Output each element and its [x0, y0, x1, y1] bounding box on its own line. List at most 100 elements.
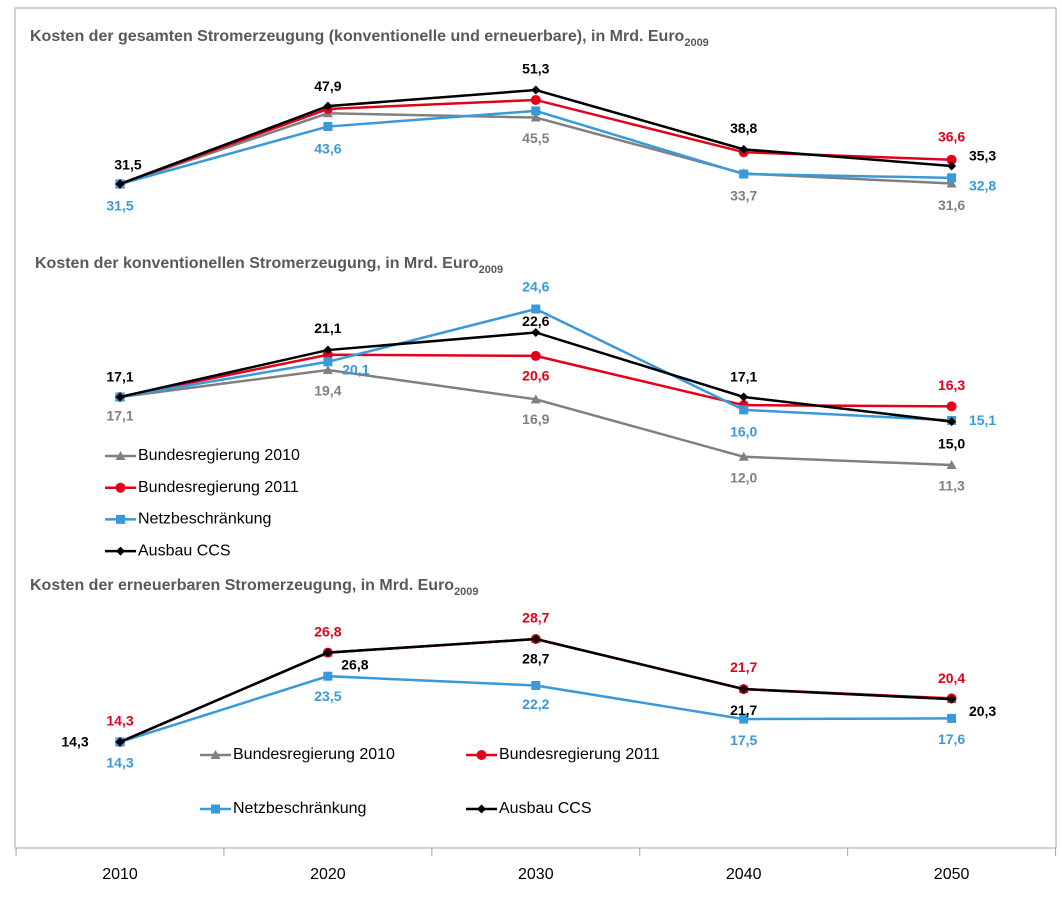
- data-label: 16,0: [730, 424, 757, 440]
- title-text: Kosten der konventionellen Stromerzeugun…: [35, 255, 479, 272]
- data-label: 17,6: [938, 731, 965, 747]
- legend-marker: [115, 451, 126, 460]
- marker: [739, 684, 749, 694]
- data-label: 21,1: [314, 320, 341, 336]
- legend-marker: [116, 514, 125, 524]
- marker: [739, 714, 749, 724]
- marker: [739, 144, 749, 154]
- legend-marker: [115, 482, 126, 493]
- data-label: 19,4: [314, 383, 341, 399]
- marker: [531, 106, 541, 116]
- data-label: 12,0: [730, 469, 757, 485]
- marker: [739, 405, 749, 415]
- marker: [946, 401, 957, 412]
- data-label: 20,6: [522, 368, 549, 384]
- panel-title: Kosten der gesamten Stromerzeugung (konv…: [30, 28, 709, 49]
- data-label: 17,1: [106, 408, 133, 424]
- legend-label: Bundesregierung 2010: [233, 746, 395, 763]
- data-label: 15,1: [969, 412, 996, 428]
- marker: [739, 169, 749, 179]
- data-label: 32,8: [969, 178, 996, 194]
- marker: [115, 737, 125, 747]
- data-label: 21,7: [730, 659, 757, 675]
- marker: [531, 304, 541, 314]
- marker: [946, 460, 957, 469]
- data-label: 16,9: [522, 411, 549, 427]
- x-tick-label: 2020: [310, 866, 346, 883]
- x-tick-label: 2040: [726, 866, 762, 883]
- marker: [530, 350, 541, 361]
- legend-label: Ausbau CCS: [138, 542, 231, 559]
- data-label: 26,8: [314, 623, 341, 639]
- legend-label: Netzbeschränkung: [233, 800, 366, 817]
- panel-title: Kosten der konventionellen Stromerzeugun…: [35, 255, 503, 276]
- title-text: Kosten der erneuerbaren Stromerzeugung, …: [30, 577, 454, 594]
- data-label: 36,6: [938, 128, 965, 144]
- legend-label: Bundesregierung 2010: [138, 447, 300, 464]
- data-label: 14,3: [106, 755, 133, 771]
- legend-marker: [210, 750, 221, 759]
- data-label: 21,7: [730, 702, 757, 718]
- data-label: 31,5: [114, 157, 141, 173]
- marker: [530, 394, 541, 404]
- marker: [322, 364, 333, 374]
- marker: [531, 85, 541, 95]
- data-label: 20,3: [969, 703, 996, 719]
- marker: [947, 417, 957, 427]
- marker: [323, 671, 333, 681]
- marker: [323, 345, 333, 355]
- marker: [323, 101, 333, 111]
- data-label: 14,3: [106, 713, 133, 729]
- data-label: 17,1: [106, 369, 133, 385]
- series-line: [119, 109, 952, 186]
- marker: [115, 179, 125, 189]
- data-label: 16,3: [938, 377, 965, 393]
- marker: [531, 634, 541, 644]
- data-label: 17,1: [730, 369, 757, 385]
- legend-label: Bundesregierung 2011: [138, 479, 299, 496]
- marker: [947, 173, 957, 183]
- legend-marker: [476, 750, 487, 760]
- data-label: 14,3: [61, 734, 88, 750]
- marker: [323, 648, 333, 658]
- title-subscript: 2009: [454, 586, 478, 598]
- marker: [530, 94, 541, 105]
- marker: [322, 349, 333, 360]
- legend-label: Ausbau CCS: [499, 800, 592, 817]
- data-label: 20,1: [342, 361, 369, 377]
- marker: [739, 392, 749, 402]
- title-text: Kosten der gesamten Stromerzeugung (konv…: [30, 28, 685, 45]
- data-label: 47,9: [314, 78, 341, 94]
- marker: [738, 451, 749, 461]
- marker: [323, 357, 333, 367]
- data-label: 28,7: [522, 651, 549, 667]
- data-label: 28,7: [522, 610, 549, 626]
- marker: [947, 161, 957, 171]
- marker: [115, 392, 125, 402]
- marker: [947, 713, 957, 723]
- data-label: 33,7: [730, 187, 757, 203]
- data-label: 35,3: [969, 148, 996, 164]
- legend-label: Bundesregierung 2011: [499, 746, 660, 763]
- marker: [531, 327, 541, 337]
- marker: [946, 178, 957, 188]
- data-label: 43,6: [314, 140, 341, 156]
- x-tick-label: 2030: [518, 866, 554, 883]
- data-label: 22,2: [522, 696, 549, 712]
- data-label: 17,5: [730, 732, 757, 748]
- data-label: 38,8: [730, 120, 757, 136]
- legend-label: Netzbeschränkung: [138, 511, 271, 528]
- legend-marker: [211, 804, 220, 814]
- title-subscript: 2009: [479, 264, 503, 276]
- panel-title: Kosten der erneuerbaren Stromerzeugung, …: [30, 577, 479, 598]
- data-label: 20,4: [938, 670, 965, 686]
- x-tick-label: 2050: [934, 866, 970, 883]
- marker: [530, 112, 541, 122]
- marker: [947, 694, 957, 704]
- legend-marker: [116, 546, 125, 556]
- legend-marker: [477, 804, 486, 814]
- marker: [531, 680, 541, 690]
- data-label: 51,3: [522, 61, 549, 77]
